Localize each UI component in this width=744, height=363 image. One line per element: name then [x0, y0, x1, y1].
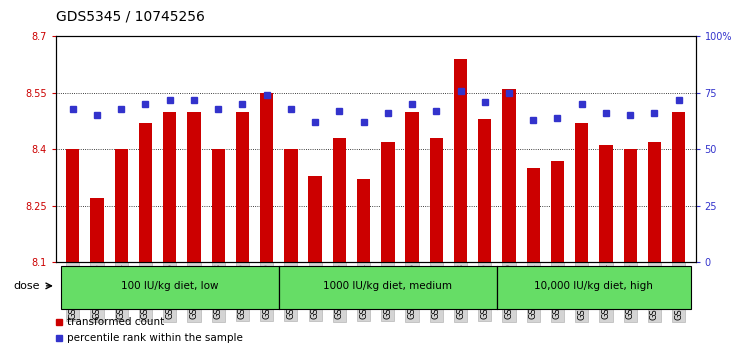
Bar — [357, 179, 371, 262]
Bar — [333, 138, 346, 262]
Text: transformed count: transformed count — [67, 317, 164, 327]
Bar — [236, 111, 249, 262]
Text: 1000 IU/kg diet, medium: 1000 IU/kg diet, medium — [324, 281, 452, 291]
Bar — [284, 149, 298, 262]
Text: 10,000 IU/kg diet, high: 10,000 IU/kg diet, high — [534, 281, 653, 291]
Bar — [600, 146, 612, 262]
Bar — [454, 59, 467, 262]
Bar — [672, 111, 685, 262]
Bar — [115, 149, 128, 262]
Bar — [163, 111, 176, 262]
Text: GDS5345 / 10745256: GDS5345 / 10745256 — [56, 9, 205, 24]
Bar — [623, 149, 637, 262]
Bar — [61, 266, 279, 309]
Bar — [497, 266, 690, 309]
Bar — [502, 89, 516, 262]
Bar — [211, 149, 225, 262]
Bar — [260, 93, 273, 262]
Text: percentile rank within the sample: percentile rank within the sample — [67, 333, 243, 343]
Text: dose: dose — [13, 281, 40, 291]
Bar — [90, 198, 103, 262]
Bar — [381, 142, 394, 262]
Bar — [429, 138, 443, 262]
Bar — [309, 176, 322, 262]
Bar — [187, 111, 201, 262]
Bar — [551, 160, 564, 262]
Bar — [478, 119, 492, 262]
Bar — [66, 149, 80, 262]
Bar — [648, 142, 661, 262]
Bar — [279, 266, 497, 309]
Bar — [575, 123, 589, 262]
Bar — [527, 168, 540, 262]
Bar — [139, 123, 152, 262]
Text: 100 IU/kg diet, low: 100 IU/kg diet, low — [121, 281, 219, 291]
Bar — [405, 111, 419, 262]
